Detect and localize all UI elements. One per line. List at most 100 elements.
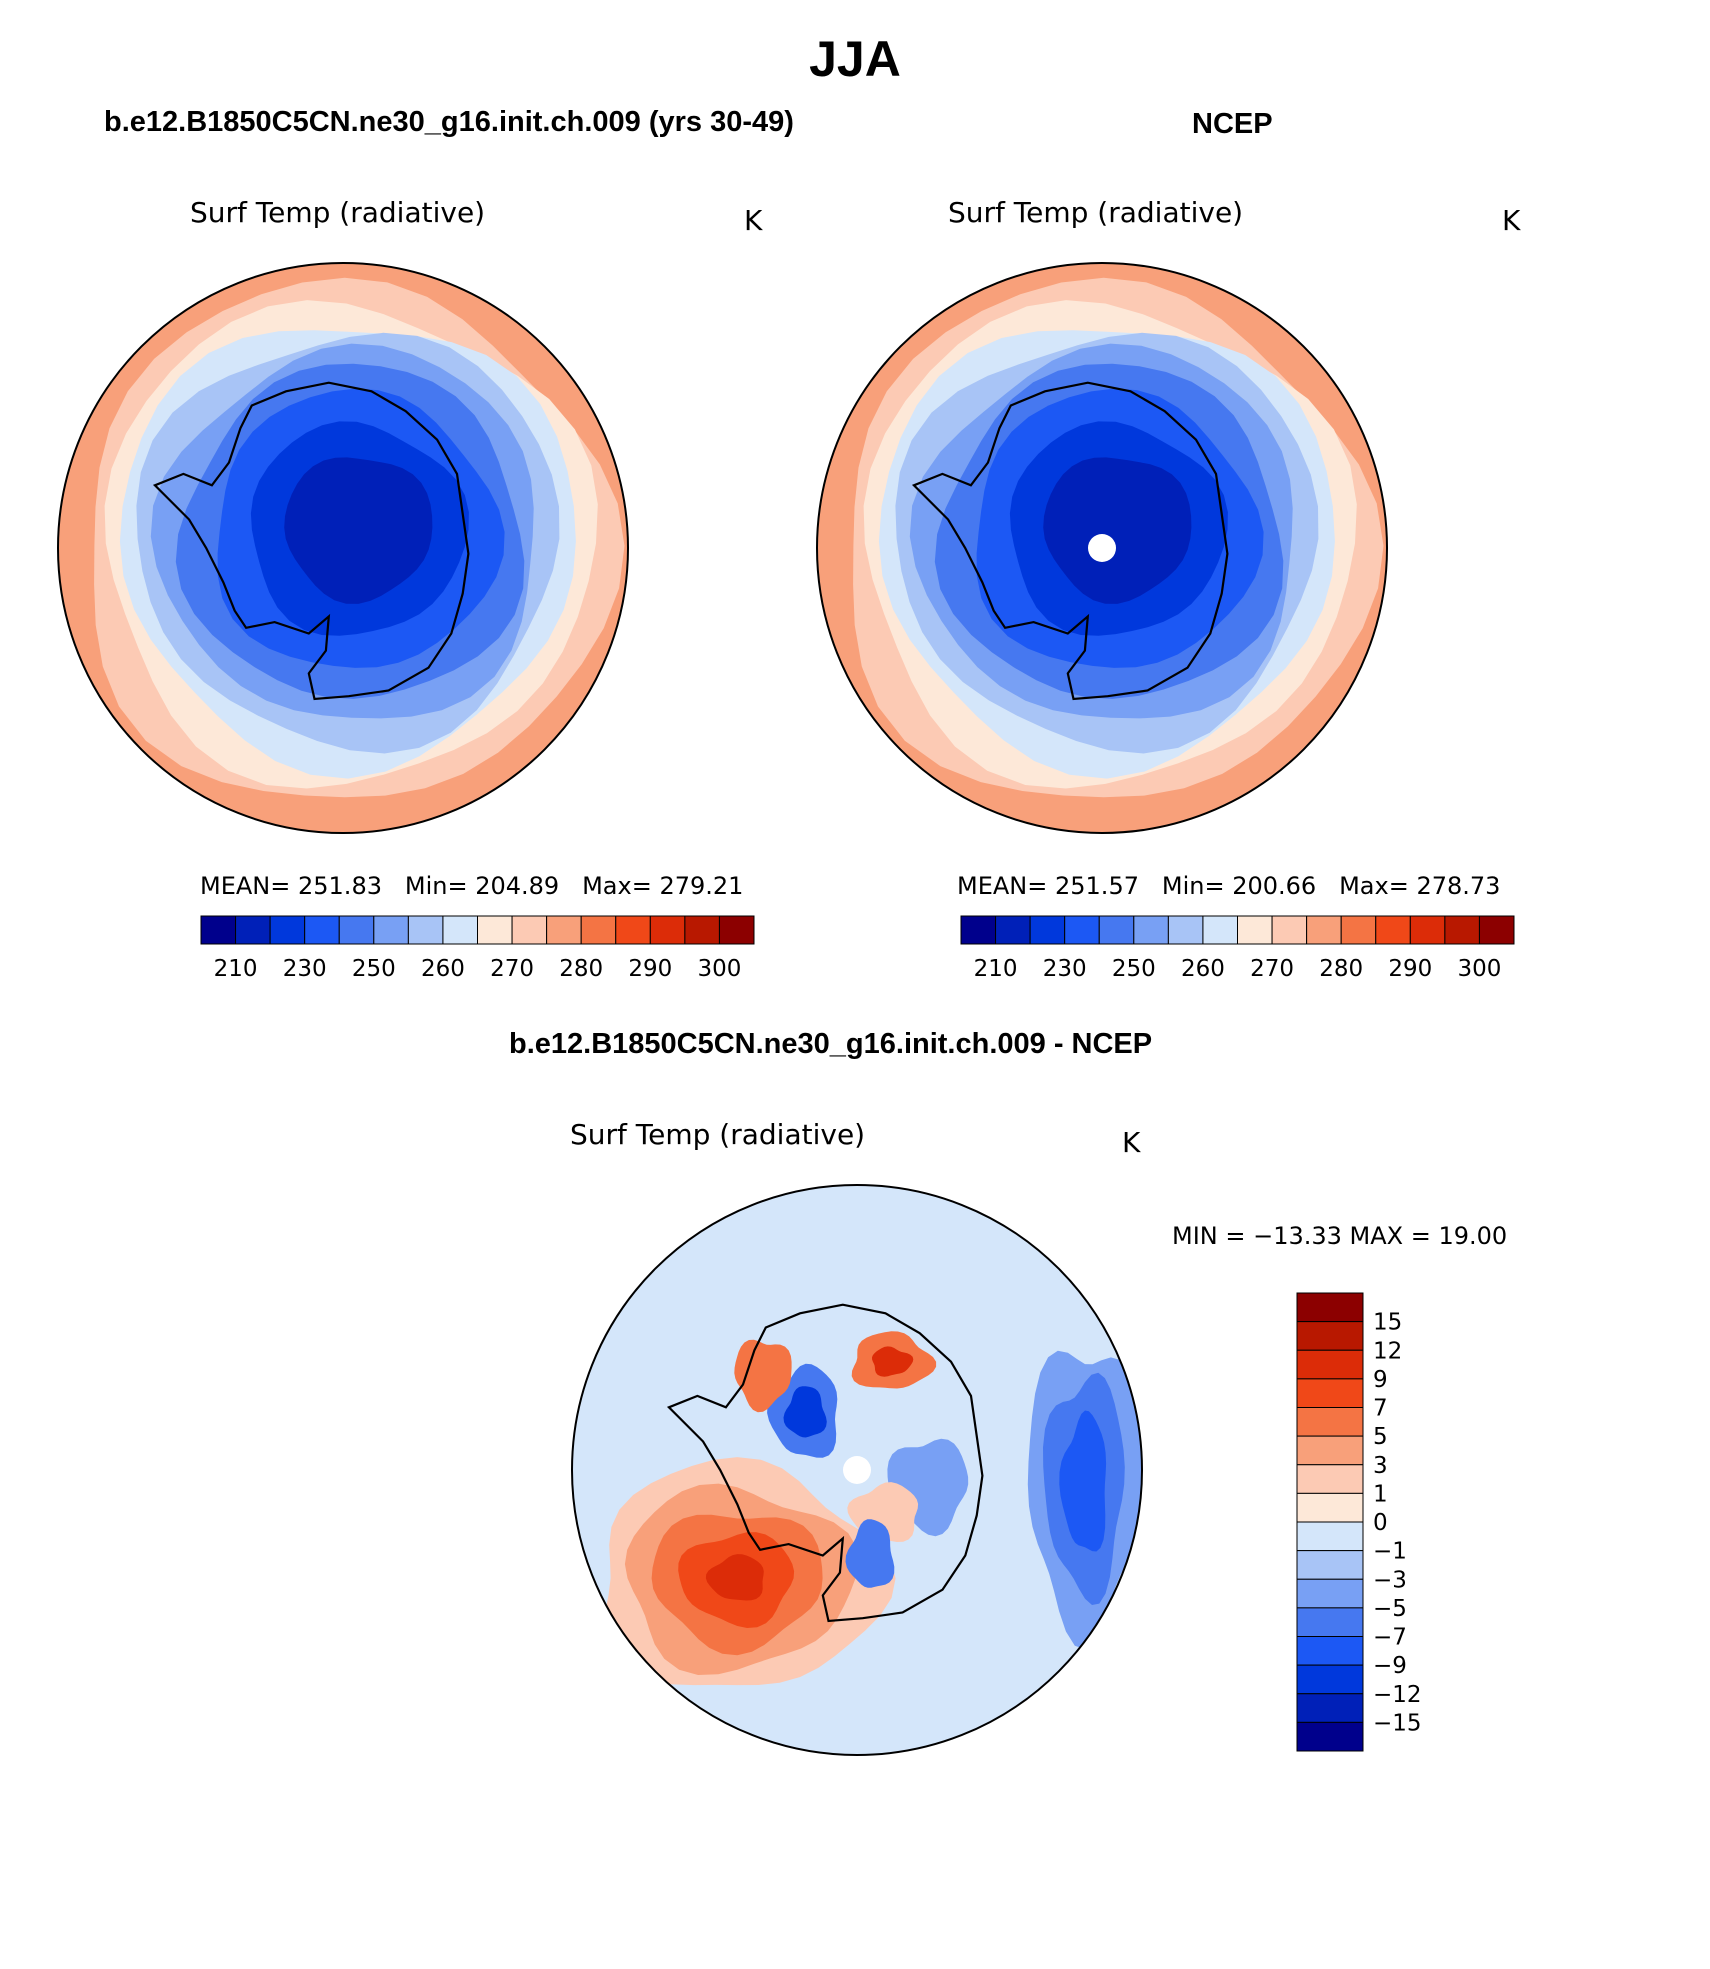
map-contour	[1059, 1410, 1107, 1552]
colorbar-tick-label: 1	[1373, 1481, 1388, 1507]
colorbar-box	[1296, 1721, 1364, 1752]
max-label: Max=	[1339, 872, 1409, 900]
colorbar-tick-label: 270	[1250, 956, 1294, 982]
colorbar-box	[1296, 1349, 1364, 1380]
map-contour	[284, 457, 433, 604]
colorbar-tick-label: 300	[697, 956, 741, 982]
colorbar-box	[1296, 1407, 1364, 1437]
colorbar-tick-label: 0	[1373, 1510, 1388, 1536]
colorbar-tick-label: 280	[559, 956, 603, 982]
panel-diff-variable: Surf Temp (radiative)	[570, 1118, 866, 1151]
colorbar-tick-label: −5	[1373, 1596, 1407, 1622]
mean-value: 251.83	[298, 872, 382, 900]
colorbar-box	[1478, 915, 1515, 945]
colorbar-box	[649, 915, 686, 945]
colorbar-tick-label: 230	[283, 956, 327, 982]
colorbar-tick-label: 300	[1457, 956, 1501, 982]
panel-diff-units: K	[1122, 1126, 1141, 1159]
colorbar-box	[615, 915, 651, 945]
colorbar-tick-label: −7	[1373, 1625, 1407, 1651]
colorbar-box	[1296, 1321, 1364, 1351]
colorbar-tick-label: −3	[1373, 1567, 1407, 1593]
colorbar-box	[1296, 1435, 1364, 1466]
colorbar-box	[546, 915, 582, 945]
colorbar-box	[1444, 915, 1480, 945]
colorbar-box	[511, 915, 548, 945]
colorbar-box	[1167, 915, 1204, 945]
map-model-antarctica	[58, 263, 628, 833]
panel-model-stats: MEAN= 251.83 Min= 204.89 Max= 279.21	[200, 872, 743, 900]
colorbar-tick-label: 9	[1373, 1367, 1388, 1393]
colorbar-box	[1296, 1292, 1364, 1323]
panel-model-variable: Surf Temp (radiative)	[190, 196, 486, 229]
colorbar-tick-label: 290	[1388, 956, 1432, 982]
colorbar-tick-label: 12	[1373, 1338, 1402, 1364]
colorbar-box	[1271, 915, 1308, 945]
colorbar-tick-label: 210	[974, 956, 1018, 982]
map-diff-boundary	[571, 1184, 1143, 1756]
coastline	[666, 1303, 984, 1623]
panel-model-units: K	[744, 204, 763, 237]
colorbar-box	[442, 915, 478, 945]
colorbar-tick-label: 5	[1373, 1424, 1388, 1450]
min-value: 200.66	[1232, 872, 1317, 900]
colorbar-box	[1306, 915, 1342, 945]
colorbar-box	[1296, 1693, 1364, 1723]
colorbar-tick-label: −1	[1373, 1539, 1407, 1565]
colorbar-box	[1029, 915, 1066, 945]
panel-obs-units: K	[1502, 204, 1521, 237]
colorbar-box	[718, 915, 755, 945]
colorbar-box	[1296, 1550, 1364, 1580]
missing-pole	[843, 1456, 871, 1484]
colorbar-tick-label: 3	[1373, 1453, 1388, 1479]
colorbar-box	[1296, 1521, 1364, 1552]
colorbar-box	[960, 915, 997, 945]
colorbar-tick-label: 230	[1043, 956, 1087, 982]
colorbar-box	[1296, 1492, 1364, 1523]
colorbar-box	[1375, 915, 1411, 945]
colorbar-tick-label: 7	[1373, 1396, 1388, 1422]
colorbar-box	[1296, 1378, 1364, 1408]
min-value: 204.89	[475, 872, 560, 900]
colorbar-obs: 210 230 250 260 270 280 290 300	[960, 915, 1515, 982]
figure-title: JJA	[809, 31, 901, 87]
colorbar-tick-label: 250	[1112, 956, 1156, 982]
map-contour	[734, 1339, 792, 1413]
coastline	[152, 381, 470, 701]
colorbar-box	[1202, 915, 1238, 945]
colorbar-box	[269, 915, 306, 945]
colorbar-tick-label: 270	[490, 956, 534, 982]
colorbar-box	[1409, 915, 1446, 945]
min-label: Min=	[1161, 872, 1225, 900]
mean-value: 251.57	[1055, 872, 1139, 900]
colorbar-box	[338, 915, 375, 945]
colorbar-box	[580, 915, 617, 945]
colorbar-tick-label: 250	[352, 956, 396, 982]
colorbar-box	[373, 915, 409, 945]
colorbar-tick-label: −9	[1373, 1653, 1407, 1679]
colorbar-box	[200, 915, 237, 945]
colorbar-model: 210 230 250 260 270 280 290 300	[200, 915, 755, 982]
colorbar-tick-label: 260	[1181, 956, 1225, 982]
colorbar-box	[1296, 1664, 1364, 1695]
panel-model-header: b.e12.B1850C5CN.ne30_g16.init.ch.009 (yr…	[104, 106, 794, 138]
map-contour	[872, 1346, 914, 1377]
map-obs-antarctica	[817, 263, 1387, 833]
colorbar-box	[1296, 1636, 1364, 1666]
colorbar-box	[1133, 915, 1169, 945]
panel-diff-minmax: MIN = −13.33 MAX = 19.00	[1172, 1222, 1508, 1250]
max-value: 279.21	[659, 872, 744, 900]
colorbar-box	[1296, 1578, 1364, 1609]
map-obs-boundary	[816, 262, 1388, 834]
map-contour	[783, 1386, 827, 1438]
colorbar-box	[1237, 915, 1273, 945]
mean-label: MEAN=	[957, 872, 1048, 900]
colorbar-tick-label: 15	[1373, 1310, 1402, 1336]
map-contour	[1043, 457, 1192, 604]
colorbar-box	[477, 915, 513, 945]
colorbar-box	[1296, 1607, 1364, 1637]
colorbar-box	[1098, 915, 1135, 945]
map-model-boundary	[57, 262, 629, 834]
max-label: Max=	[582, 872, 652, 900]
